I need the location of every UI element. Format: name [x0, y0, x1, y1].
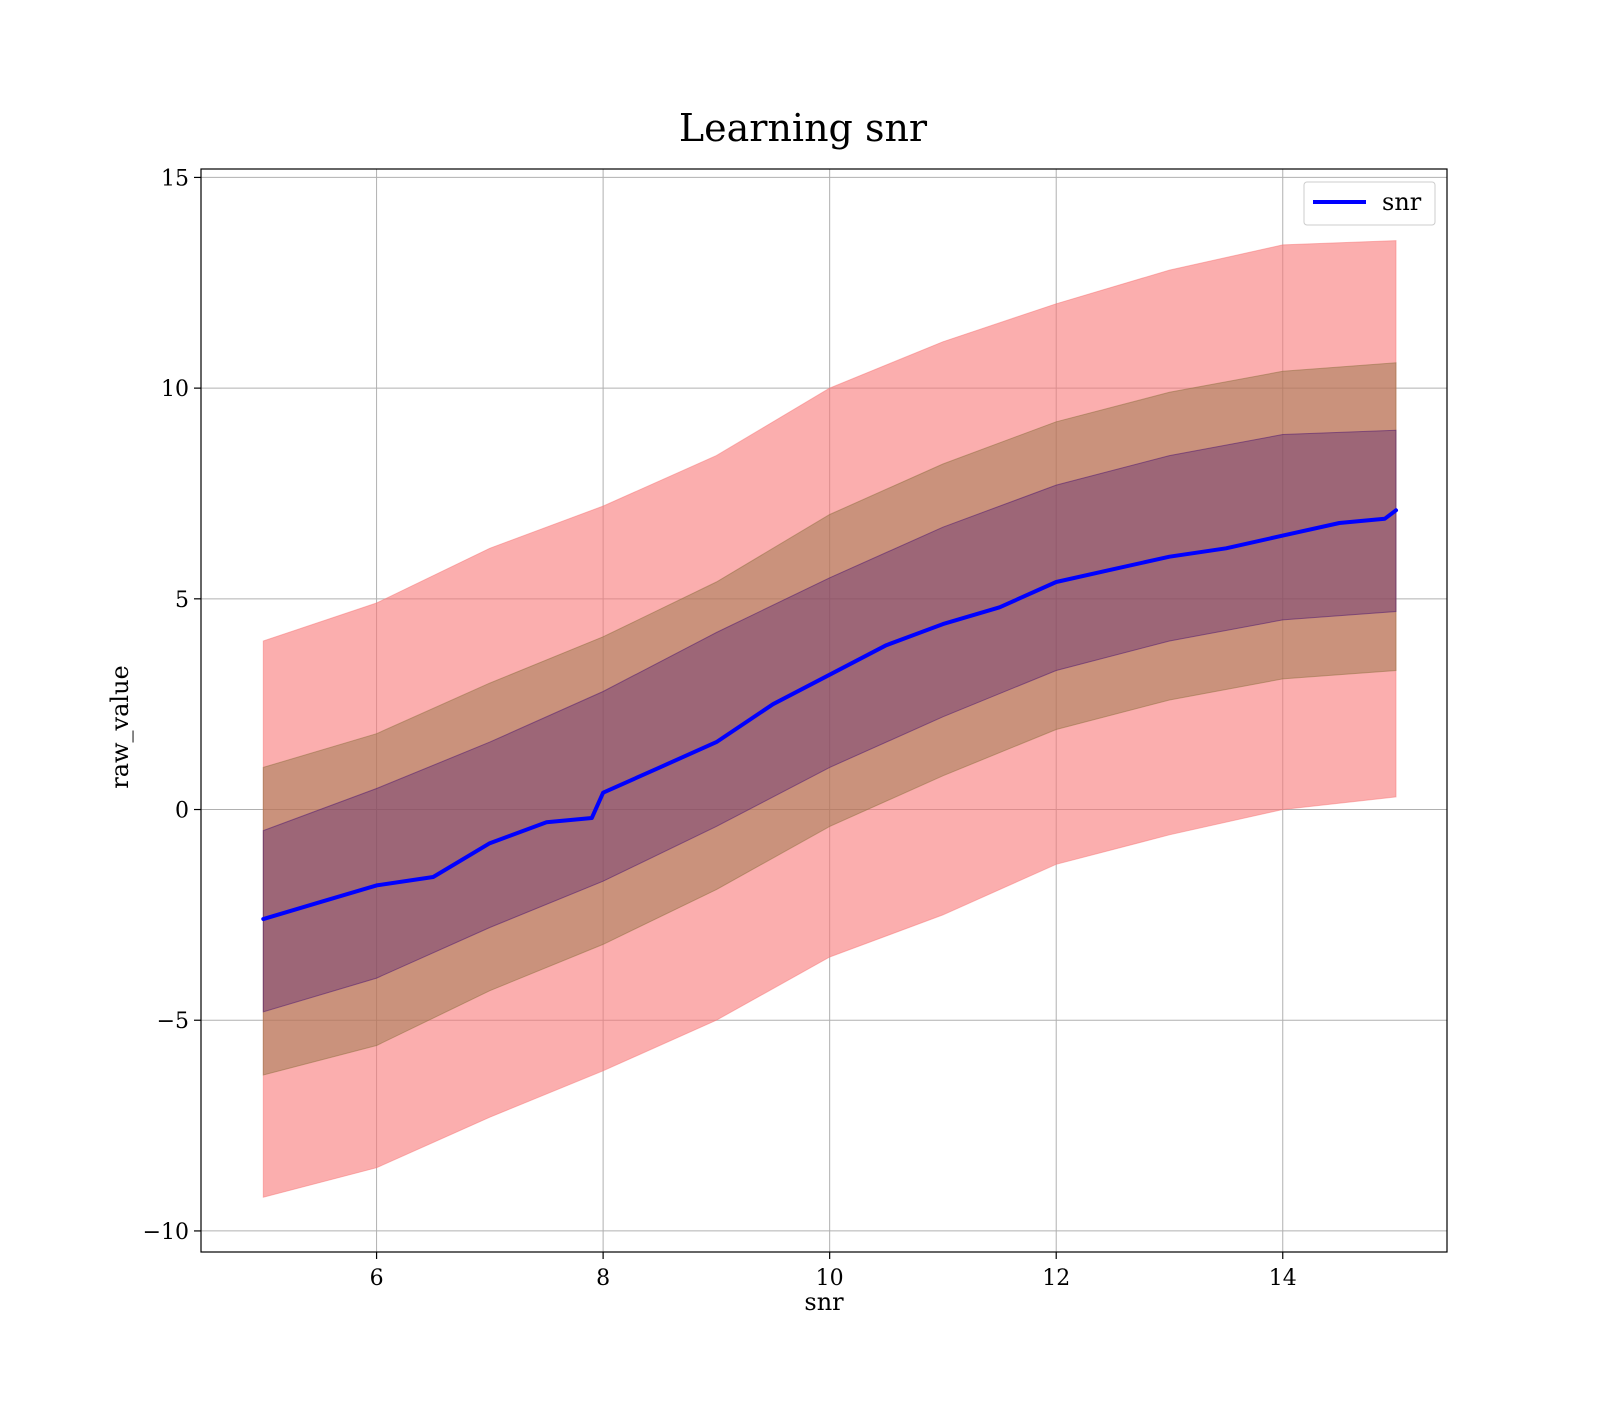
y-tick-label: 10 [161, 377, 189, 402]
line-layer [261, 508, 1398, 922]
legend-box [1303, 181, 1436, 226]
legend: snr [1303, 181, 1436, 226]
band-layer [262, 240, 1397, 1198]
x-axis-label: snr [804, 1288, 844, 1316]
confidence-band-1 [262, 240, 1397, 1198]
y-tick-label: −10 [143, 1220, 189, 1245]
legend-label-snr: snr [1382, 188, 1422, 216]
confidence-band-3 [262, 429, 1397, 1013]
x-tick-label: 12 [1042, 1266, 1070, 1291]
y-tick-label: −5 [157, 1009, 189, 1034]
confidence-band-2 [262, 362, 1397, 1076]
x-tick-label: 14 [1269, 1266, 1297, 1291]
axes-frame [200, 168, 1448, 1253]
x-tick-label: 8 [596, 1266, 610, 1291]
y-tick-label: 15 [161, 166, 189, 191]
x-tick-label: 10 [816, 1266, 844, 1291]
y-axis-label: raw_value [106, 665, 134, 789]
x-tick-label: 6 [370, 1266, 384, 1291]
tick-layer: 6 8 10 12 14 −10 −5 0 5 10 15 [143, 166, 1297, 1291]
series-line-snr [261, 508, 1398, 922]
y-tick-label: 5 [175, 588, 189, 613]
chart-title: Learning snr [679, 106, 928, 150]
y-tick-label: 0 [175, 799, 189, 824]
